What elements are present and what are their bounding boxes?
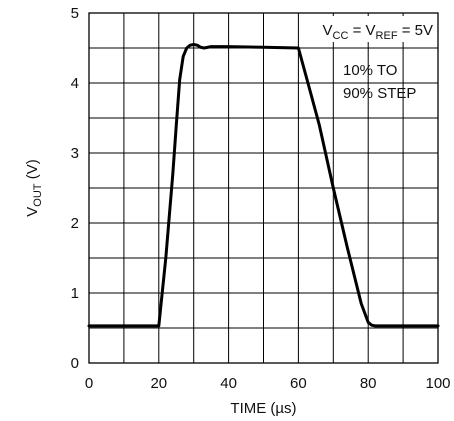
y-axis-title-sub: OUT [32, 183, 44, 207]
x-tick-label: 60 [290, 375, 307, 392]
annotation-background [300, 16, 434, 42]
y-tick-labels: 0 1 2 3 4 5 [71, 5, 79, 372]
annotation-sub2: REF [376, 30, 398, 42]
y-tick-label: 4 [71, 75, 79, 92]
plot-frame [88, 12, 439, 364]
x-tick-label: 0 [85, 375, 93, 392]
y-tick-label: 3 [71, 145, 79, 162]
annotation-supply: VCC = VREF = 5V [323, 22, 433, 42]
x-axis-title: TIME (µs) [230, 400, 296, 417]
x-tick-label: 80 [360, 375, 377, 392]
annotation-sub1: CC [333, 30, 349, 42]
annotation-eq2: = 5V [398, 22, 433, 39]
annotation-eq1: = V [348, 22, 375, 39]
x-tick-labels: 0 20 40 60 80 100 [85, 375, 451, 392]
y-tick-label: 2 [71, 215, 79, 232]
x-tick-label: 100 [425, 375, 450, 392]
y-axis-title-base: V [24, 207, 41, 217]
annotation-step-line-2: 90% STEP [343, 85, 416, 102]
y-tick-label: 1 [71, 285, 79, 302]
annotation-v1: V [323, 22, 333, 39]
y-tick-label: 0 [71, 355, 79, 372]
annotation-step-line-1: 10% TO [343, 62, 397, 79]
y-axis-title-unit: (V) [24, 159, 41, 183]
x-tick-label: 40 [220, 375, 237, 392]
y-tick-label: 5 [71, 5, 79, 22]
y-axis-title: VOUT (V) [24, 159, 44, 216]
x-tick-label: 20 [150, 375, 167, 392]
series-line [87, 43, 440, 328]
